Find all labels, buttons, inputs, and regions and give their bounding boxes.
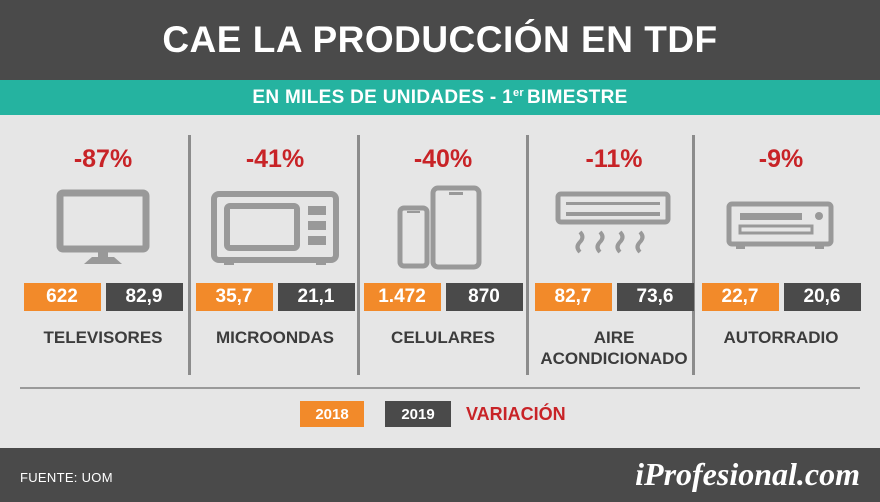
value-2018: 82,7 [534,283,612,311]
tv-icon [18,183,188,273]
category-aire-acondicionado: -11% 82,7 73,6 AIRE ACONDICIONADO [529,115,699,385]
value-2018: 1.472 [363,283,441,311]
value-2019: 21,1 [277,283,355,311]
value-2019: 870 [445,283,523,311]
phones-icon [358,183,528,273]
column-divider [188,135,191,375]
source-note: FUENTE: UOM [20,470,113,485]
column-divider [526,135,529,375]
subtitle-text: EN MILES DE UNIDADES - 1 [252,86,513,108]
category-name: TELEVISORES [18,327,188,348]
category-name-line: MICROONDAS [215,328,335,347]
air-conditioner-icon [529,183,699,273]
variation-label: -11% [585,145,643,173]
subtitle-bar: EN MILES DE UNIDADES - 1er BIMESTRE [0,80,880,115]
category-televisores: -87% 622 82,9 TELEVISORES [18,115,188,385]
column-divider [357,135,360,375]
legend-variation: VARIACIÓN [466,403,566,424]
value-2018: 622 [23,283,101,311]
microwave-icon [190,183,360,273]
category-name-line: ACONDICIONADO [540,349,688,368]
value-2019: 73,6 [616,283,694,311]
column-divider [692,135,695,375]
category-name-line: AIRE [593,328,635,347]
variation-label: -41% [245,145,305,173]
page-title: CAE LA PRODUCCIÓN EN TDF [162,19,718,60]
footer: FUENTE: UOM iProfesional.com [0,448,880,502]
car-radio-icon [696,183,866,273]
legend-2018: 2018 [300,401,364,427]
variation-label: -87% [73,145,133,173]
subtitle-superscript: er [513,86,524,99]
value-2019: 82,9 [105,283,183,311]
chart-panel: -87% 622 82,9 TELEVISORES -41% [0,115,880,448]
category-name: AIRE ACONDICIONADO [529,327,699,369]
category-name-line: TELEVISORES [43,328,163,347]
header: CAE LA PRODUCCIÓN EN TDF [0,0,880,80]
category-name-line: AUTORRADIO [723,328,839,347]
legend-2019: 2019 [385,401,451,427]
category-name-line: CELULARES [391,328,495,347]
legend: 2018 2019 VARIACIÓN [0,401,880,431]
category-microondas: -41% 35,7 21,1 MICROONDAS [190,115,360,385]
subtitle-text-end: BIMESTRE [527,86,628,108]
brand-logo: iProfesional.com [635,456,860,492]
divider-line [20,387,860,389]
variation-label: -40% [413,145,473,173]
subtitle: EN MILES DE UNIDADES - 1er BIMESTRE [252,87,627,109]
value-2019: 20,6 [783,283,861,311]
category-celulares: -40% 1.472 870 CELULARES [358,115,528,385]
value-2018: 22,7 [701,283,779,311]
category-name: AUTORRADIO [696,327,866,348]
category-autorradio: -9% 22,7 20,6 AUTORRADIO [696,115,866,385]
value-2018: 35,7 [195,283,273,311]
variation-label: -9% [758,145,804,173]
category-name: CELULARES [358,327,528,348]
category-name: MICROONDAS [190,327,360,348]
